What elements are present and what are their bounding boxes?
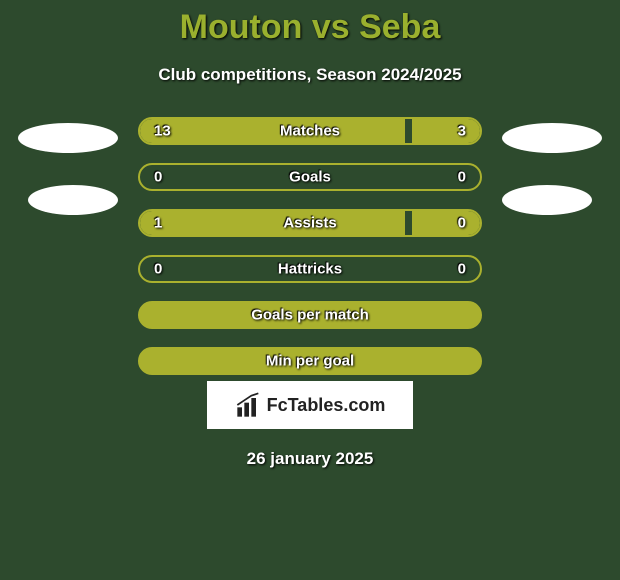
stats-column: Matches133Goals00Assists10Hattricks00Goa… — [138, 117, 482, 375]
stat-bar-goals-per-match: Goals per match — [138, 301, 482, 329]
fctables-logo[interactable]: FcTables.com — [207, 381, 413, 429]
stat-value-right: 0 — [458, 169, 466, 186]
player1-name: Mouton — [180, 8, 303, 46]
stat-value-right: 3 — [458, 123, 466, 140]
stat-value-left: 13 — [154, 123, 171, 140]
stat-label: Assists — [283, 215, 336, 232]
stat-segment-left — [140, 119, 405, 143]
stat-segment-right — [412, 211, 480, 235]
stat-bar-goals: Goals 0 0 — [138, 163, 482, 191]
stat-label: Matches — [280, 123, 340, 140]
main-container: Mouton vs Seba Club competitions, Season… — [0, 0, 620, 580]
stat-label: Min per goal — [266, 353, 354, 370]
stat-label: Goals — [289, 169, 331, 186]
chart-icon — [235, 391, 263, 419]
player2-name: Seba — [359, 8, 440, 46]
stat-bar-assists: Assists 1 0 — [138, 209, 482, 237]
stat-value-left: 1 — [154, 215, 162, 232]
comparison-title: Mouton vs Seba — [180, 8, 441, 47]
player2-avatar-bottom — [502, 185, 592, 215]
vs-text: vs — [312, 8, 350, 46]
logo-text: FcTables.com — [267, 395, 386, 416]
player1-avatar-col — [18, 117, 118, 215]
player2-avatar-col — [502, 117, 602, 215]
content-row: Matches133Goals00Assists10Hattricks00Goa… — [0, 117, 620, 375]
player1-avatar-top — [18, 123, 118, 153]
subtitle: Club competitions, Season 2024/2025 — [158, 65, 461, 85]
player2-avatar-top — [502, 123, 602, 153]
stat-value-right: 0 — [458, 261, 466, 278]
date-text: 26 january 2025 — [247, 449, 374, 469]
stat-bar-hattricks: Hattricks 0 0 — [138, 255, 482, 283]
stat-bar-min-per-goal: Min per goal — [138, 347, 482, 375]
stat-value-left: 0 — [154, 169, 162, 186]
stat-label: Goals per match — [251, 307, 369, 324]
stat-value-left: 0 — [154, 261, 162, 278]
stat-segment-right — [412, 119, 480, 143]
stat-value-right: 0 — [458, 215, 466, 232]
stat-segment-left — [140, 211, 405, 235]
player1-avatar-bottom — [28, 185, 118, 215]
stat-bar-matches: Matches 13 3 — [138, 117, 482, 145]
stat-label: Hattricks — [278, 261, 342, 278]
